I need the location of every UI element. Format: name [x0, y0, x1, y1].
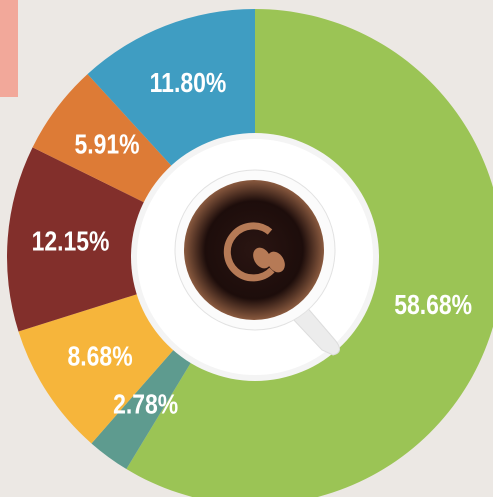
slice: [18, 292, 178, 444]
logo-bean: [267, 251, 285, 273]
value-label: 58.68%: [394, 290, 472, 321]
labels: 58.68% 2.78% 8.68% 12.15% 5.91% 11.80%: [32, 68, 473, 420]
slice: [91, 345, 194, 470]
value-label: 12.15%: [32, 226, 110, 257]
coffee-cup: [131, 133, 379, 381]
value-label: 2.78%: [113, 390, 178, 421]
logo-ring: [223, 222, 275, 282]
logo-bean: [253, 247, 271, 269]
slice: [87, 9, 256, 170]
value-label: 11.80%: [150, 68, 227, 99]
slice: [32, 74, 176, 205]
cup-handle: [291, 304, 340, 356]
accent-bar: [0, 0, 18, 97]
value-label: 5.91%: [74, 129, 139, 160]
value-label: 8.68%: [68, 341, 133, 372]
slice: [6, 147, 150, 332]
coffee: [184, 180, 324, 320]
